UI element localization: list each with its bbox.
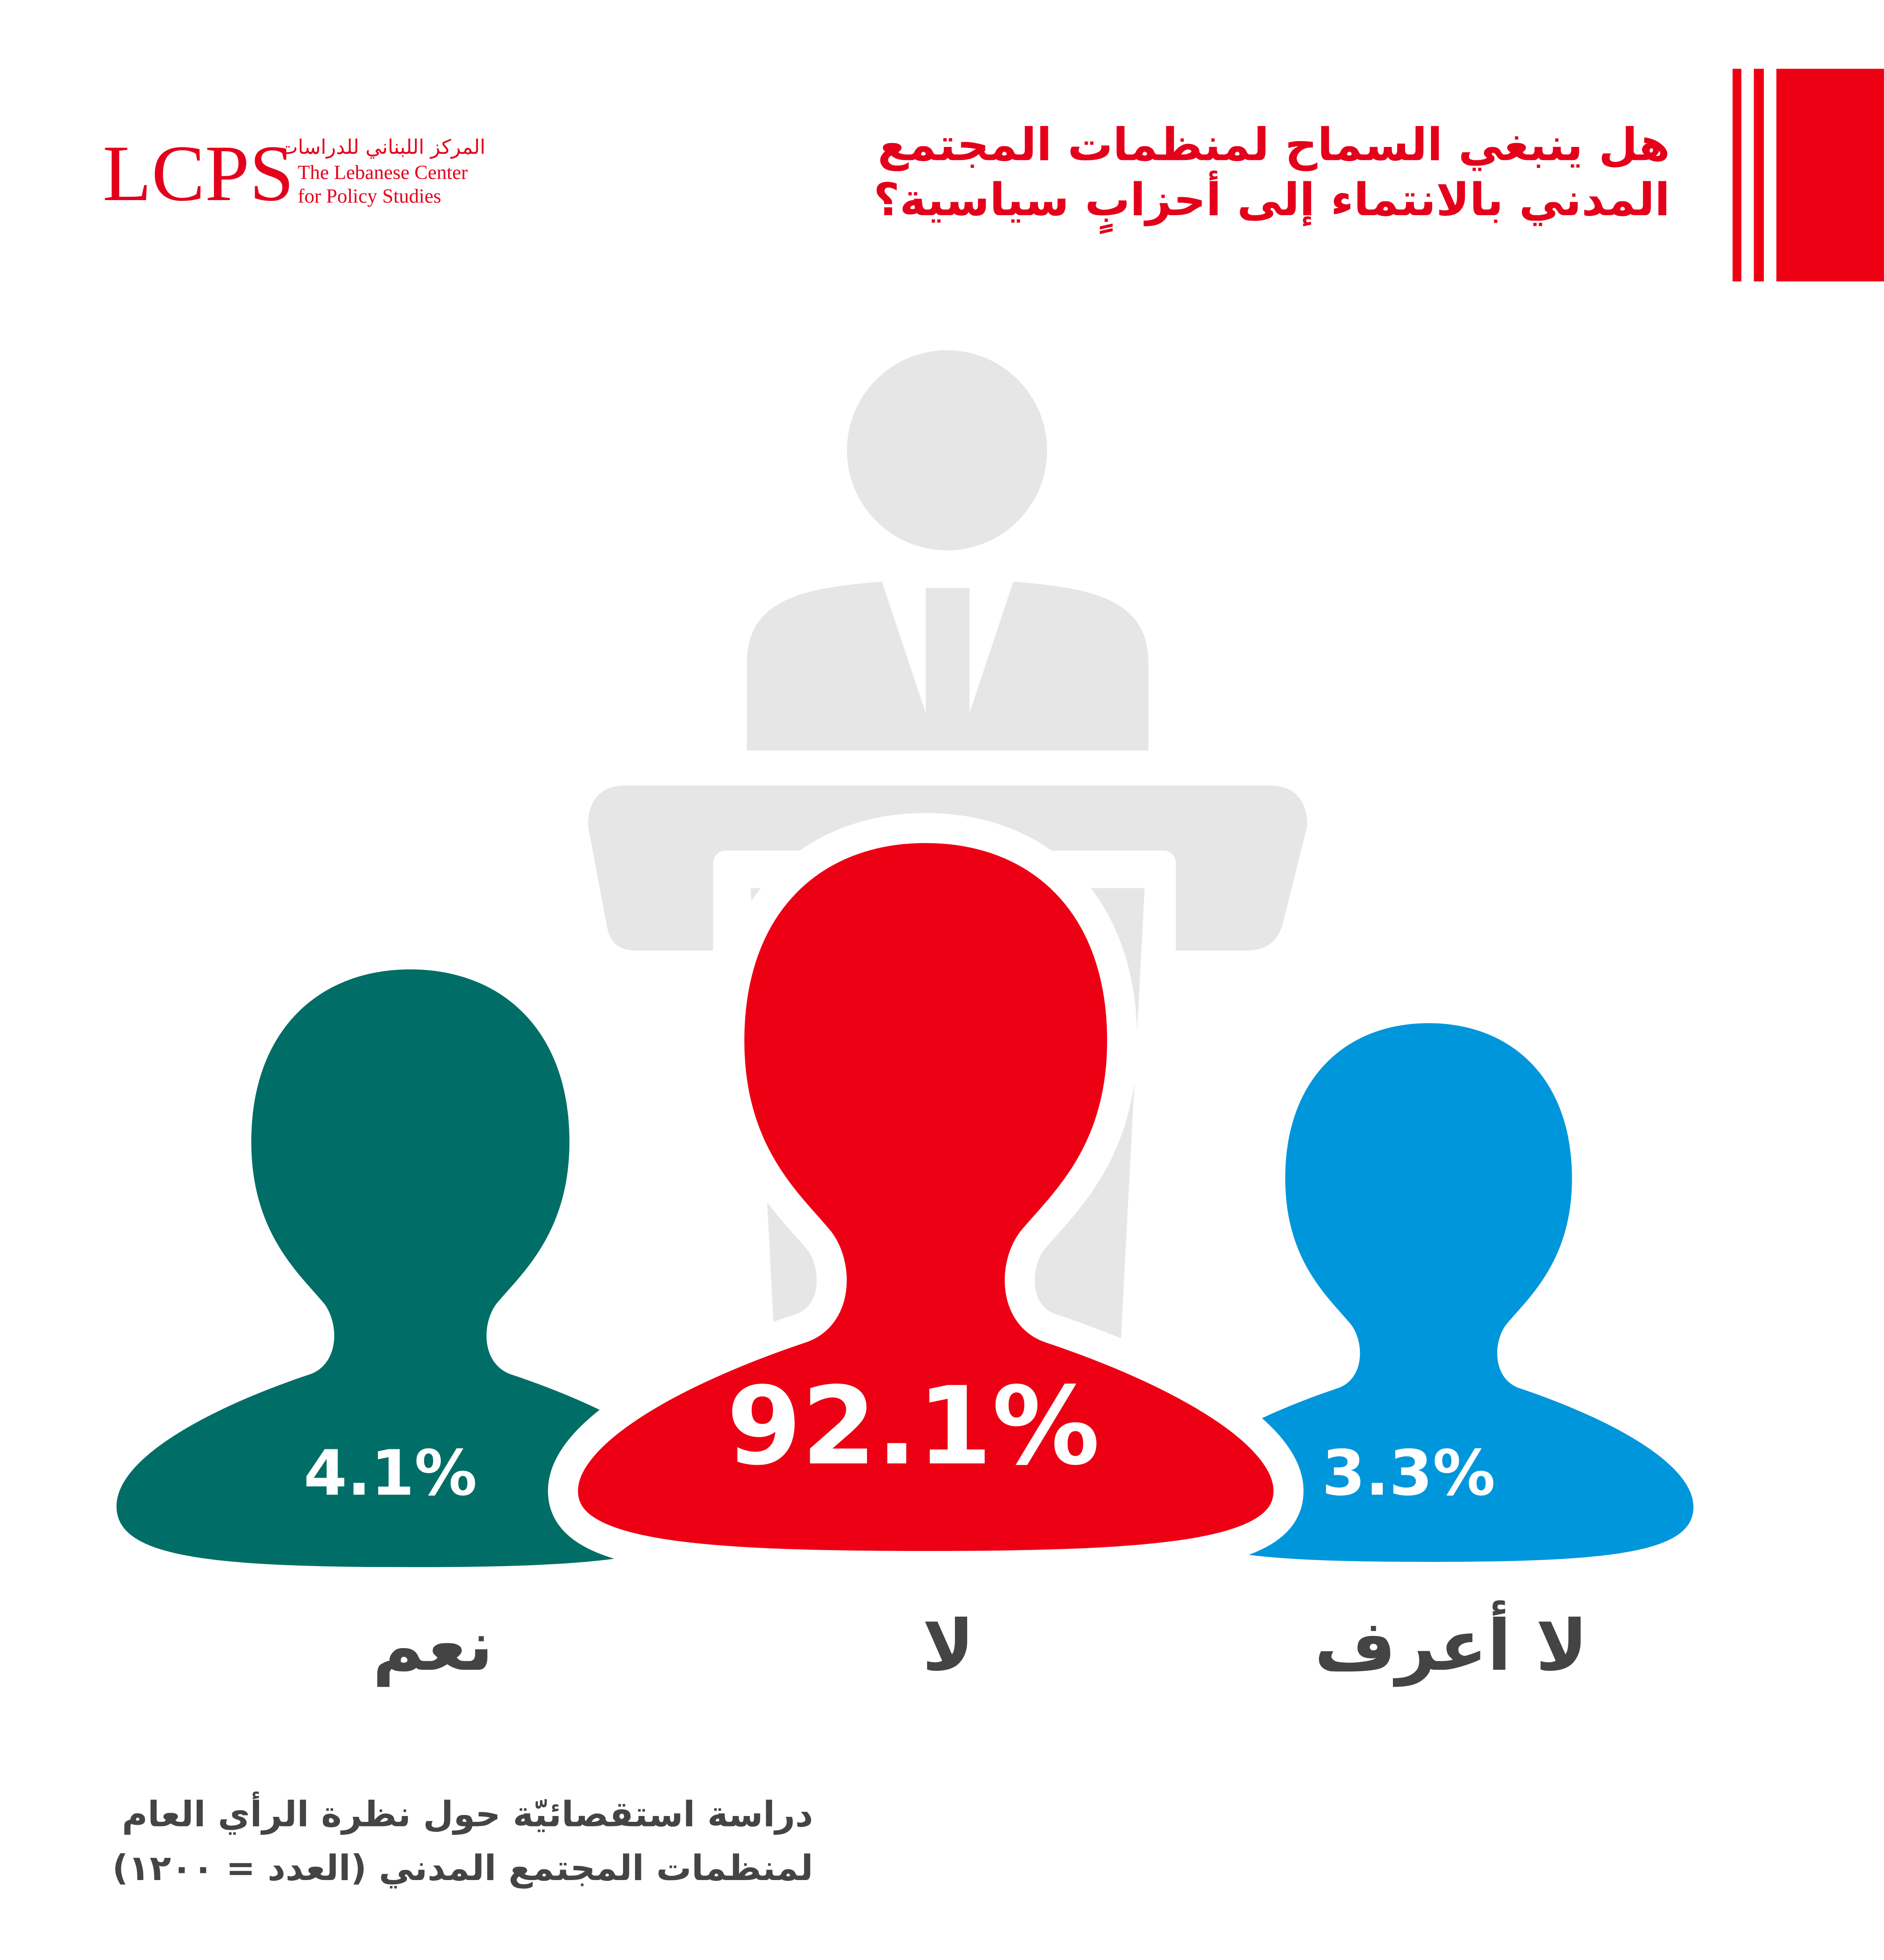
figure xyxy=(548,813,1304,1581)
decor-bar xyxy=(1776,69,1884,282)
chart-title: المدني بالانتماء إلى أحزابٍ سياسية؟ xyxy=(873,170,1670,234)
logo-english: for Policy Studies xyxy=(298,185,441,207)
figure xyxy=(116,969,705,1567)
category-label: لا أعرف xyxy=(1315,1600,1588,1687)
source-note: لمنظمات المجتمع المدني (العدد = ١٢٠٠) xyxy=(112,1847,813,1889)
chart-title: هل ينبغي السماح لمنظمات المجتمع xyxy=(878,118,1670,171)
figure xyxy=(1163,1023,1694,1562)
category-label: نعم xyxy=(373,1605,493,1687)
category-label: لا xyxy=(922,1605,975,1687)
decor-bar xyxy=(1754,69,1764,282)
source-note: دراسة استقصائيّة حول نظرة الرأي العام xyxy=(122,1791,813,1835)
value-label: 3.3% xyxy=(1322,1437,1495,1510)
logo-english: The Lebanese Center xyxy=(298,161,468,183)
figures: 4.1% نعم 3.3% لا أعرف 92.1% لا xyxy=(116,813,1694,1687)
value-label: 4.1% xyxy=(304,1437,477,1510)
decor-bar xyxy=(1732,69,1742,282)
logo-arabic: المركز اللبناني للدراسات xyxy=(279,136,485,159)
logo-mark: LCPS xyxy=(103,129,294,218)
value-label: 92.1% xyxy=(727,1363,1100,1489)
